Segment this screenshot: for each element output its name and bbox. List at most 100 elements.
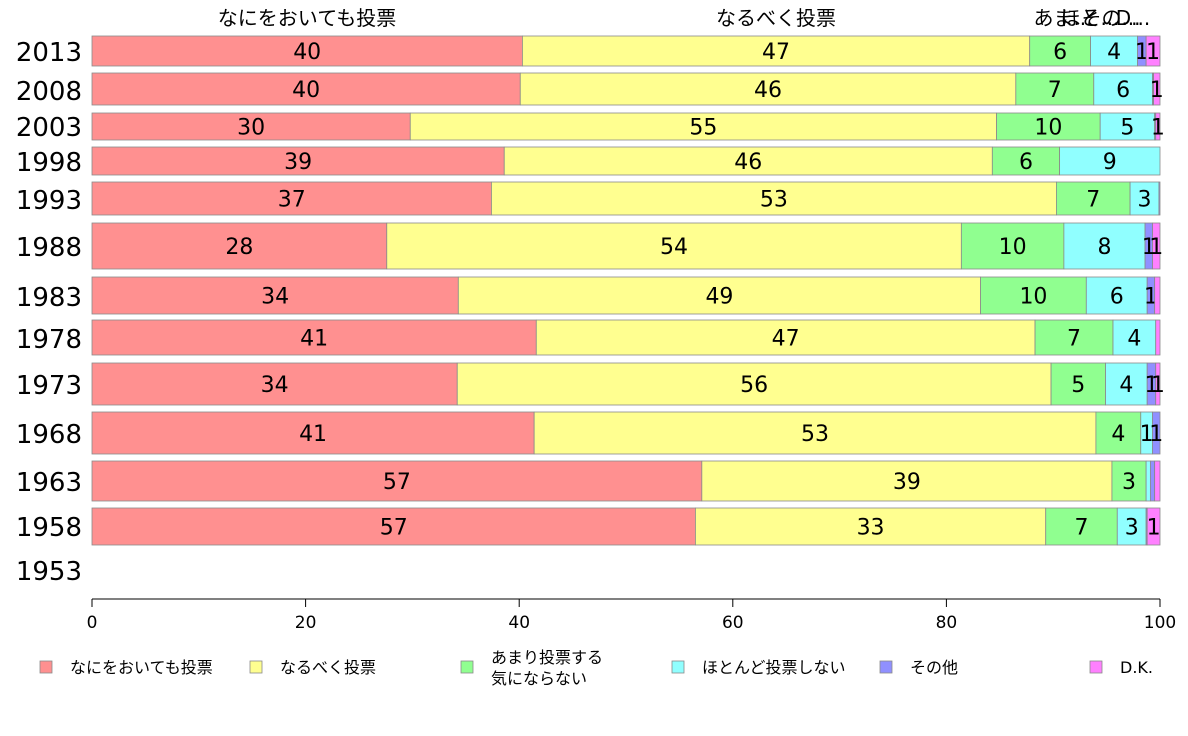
- bar-1993-series-1: [491, 181, 1057, 216]
- top-label-3: ほと...: [1060, 6, 1119, 30]
- bar-label-1968-series-3: 1: [1140, 422, 1154, 447]
- bar-1983-series-2: [980, 276, 1087, 315]
- bar-label-1988-series-5: 1: [1149, 235, 1163, 260]
- category-label-2003: 2003: [16, 113, 82, 143]
- bar-label-1973-series-4: 1: [1144, 373, 1158, 398]
- bar-1963-series-0: [91, 460, 703, 502]
- bar-label-2008-series-1: 46: [754, 78, 782, 103]
- bar-2008-series-3: [1093, 72, 1153, 106]
- bar-label-2003-series-2: 10: [1034, 116, 1062, 141]
- bar-1968-series-1: [533, 411, 1097, 455]
- legend-swatch-2: [460, 660, 474, 674]
- bar-label-1968-series-0: 41: [299, 422, 327, 447]
- bar-1968-series-4: [1152, 411, 1161, 455]
- bar-1983-series-5: [1154, 276, 1161, 315]
- bar-label-1983-series-1: 49: [705, 285, 733, 310]
- bar-label-1973-series-1: 56: [740, 373, 768, 398]
- x-tick-label-20: 20: [295, 613, 317, 633]
- bar-1958-series-2: [1045, 507, 1118, 546]
- bar-1983-series-3: [1085, 276, 1148, 315]
- legend-swatch-1: [249, 660, 263, 674]
- bar-1973-series-0: [91, 362, 458, 406]
- bar-label-1993-series-0: 37: [278, 188, 306, 213]
- bar-label-1958-series-1: 33: [857, 516, 885, 541]
- x-tick-label-60: 60: [722, 613, 744, 633]
- top-label-1: なるべく投票: [716, 6, 836, 30]
- bar-label-2003-series-0: 30: [237, 116, 265, 141]
- bar-1998-series-3: [1059, 146, 1161, 176]
- top-label-2: あま...: [1033, 6, 1092, 30]
- bar-1973-series-5: [1155, 362, 1161, 406]
- bar-label-2003-series-1: 55: [689, 116, 717, 141]
- bar-label-2003-series-3: 5: [1120, 116, 1134, 141]
- bar-1973-series-1: [456, 362, 1052, 406]
- bar-label-1973-series-2: 5: [1071, 373, 1085, 398]
- bar-label-1988-series-1: 54: [660, 235, 688, 260]
- bar-1963-series-5: [1154, 460, 1161, 502]
- legend-label-0-0: なにをおいても投票: [70, 658, 213, 677]
- bar-label-1963-series-2: 3: [1122, 470, 1136, 495]
- bar-label-2008-series-0: 40: [292, 78, 320, 103]
- bar-1978-series-1: [535, 319, 1036, 356]
- legend-label-2-0: あまり投票する: [491, 648, 603, 667]
- bar-label-1963-series-1: 39: [893, 470, 921, 495]
- bar-1988-series-5: [1152, 222, 1161, 270]
- category-labels: 2013 2008 2003 1998 1993 1988 1983 1978 1973 1968…: [16, 38, 82, 587]
- bar-1978-series-2: [1034, 319, 1114, 356]
- bar-label-1983-series-2: 10: [1019, 285, 1047, 310]
- x-tick-label-100: 100: [1144, 613, 1176, 633]
- bar-1988-series-1: [386, 222, 962, 270]
- bar-label-1973-series-0: 34: [261, 373, 289, 398]
- legend-label-2-1: 気にならない: [491, 669, 587, 688]
- bar-1968-series-0: [91, 411, 535, 455]
- legend-swatch-3: [671, 660, 685, 674]
- bar-1983-series-1: [457, 276, 981, 315]
- bar-label-1978-series-3: 4: [1127, 327, 1141, 352]
- bar-label-1973-series-3: 4: [1119, 373, 1133, 398]
- bar-2013-series-1: [522, 35, 1031, 67]
- bar-2008-series-5: [1153, 72, 1161, 106]
- bar-label-1983-series-3: 6: [1110, 285, 1124, 310]
- category-label-1973: 1973: [16, 371, 82, 401]
- bar-label-1998-series-0: 39: [284, 150, 312, 175]
- x-tick-label-80: 80: [936, 613, 958, 633]
- bar-label-1998-series-2: 6: [1019, 150, 1033, 175]
- bar-2013-series-2: [1029, 35, 1091, 67]
- bar-1983-series-0: [91, 276, 459, 315]
- bar-label-1958-series-5: 1: [1147, 516, 1161, 541]
- bar-1978-series-5: [1155, 319, 1161, 356]
- bar-2003-series-5: [1155, 112, 1161, 141]
- category-label-1963: 1963: [16, 468, 82, 498]
- category-label-1988: 1988: [16, 233, 82, 263]
- bar-label-1988-series-3: 8: [1097, 235, 1111, 260]
- bar-label-1988-series-0: 28: [225, 235, 253, 260]
- bar-label-1958-series-0: 57: [380, 516, 408, 541]
- bar-2003-series-2: [996, 112, 1101, 141]
- bar-label-2008-series-5: 1: [1150, 78, 1164, 103]
- legend-label-5-0: D.K.: [1120, 658, 1153, 677]
- bar-1958-series-3: [1116, 507, 1147, 546]
- bar-2003-series-0: [91, 112, 411, 141]
- bar-1998-series-0: [91, 146, 505, 176]
- bar-label-2008-series-2: 7: [1048, 78, 1062, 103]
- bar-1988-series-3: [1063, 222, 1146, 270]
- legend-label-3-0: ほとんど投票しない: [702, 658, 846, 677]
- bar-2008-series-1: [519, 72, 1017, 106]
- x-tick-label-40: 40: [508, 613, 530, 633]
- bar-label-1963-series-0: 57: [383, 470, 411, 495]
- bar-1978-series-0: [91, 319, 537, 356]
- bar-2003-series-1: [409, 112, 997, 141]
- bar-label-2013-series-2: 6: [1053, 40, 1067, 65]
- bar-label-1958-series-2: 7: [1075, 516, 1089, 541]
- bar-label-1968-series-1: 53: [801, 422, 829, 447]
- category-label-1993: 1993: [16, 186, 82, 216]
- bar-1998-series-2: [991, 146, 1061, 176]
- bar-2008-series-0: [91, 72, 521, 106]
- bar-1993-series-2: [1056, 181, 1131, 216]
- bar-label-1968-series-2: 4: [1111, 422, 1125, 447]
- top-label-4: その...: [1081, 6, 1140, 30]
- bar-1998-series-1: [503, 146, 993, 176]
- top-label-5: D...: [1116, 6, 1150, 30]
